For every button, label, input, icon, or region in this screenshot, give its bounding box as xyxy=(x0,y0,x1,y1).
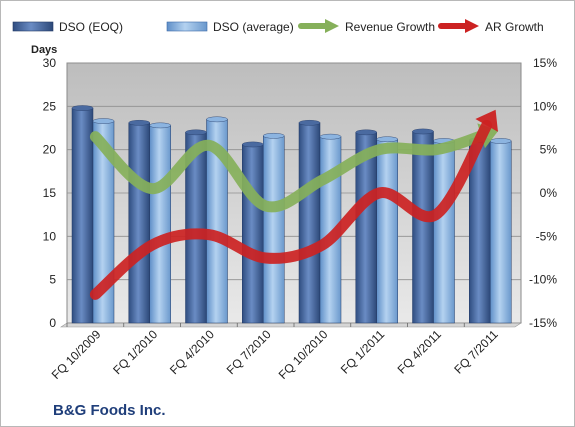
bar-top xyxy=(185,129,207,136)
plot-area: 0 5 10 15 20 25 30 -15% -10% -5% 0% 5% 10% 15% FQ 10/2… xyxy=(43,56,558,382)
bar-top xyxy=(319,133,342,140)
bar xyxy=(71,107,94,324)
plot-floor xyxy=(60,322,522,328)
y2-tick-label: 10% xyxy=(533,99,557,113)
x-tick-label: FQ 10/2010 xyxy=(276,327,331,382)
y2-tick-label: 15% xyxy=(533,56,557,70)
series-arrowhead xyxy=(475,109,498,132)
bar xyxy=(490,140,512,324)
bar-top xyxy=(490,138,512,144)
y-tick-label: 25 xyxy=(43,99,57,113)
legend-swatch xyxy=(12,21,54,32)
bar-top xyxy=(71,105,94,111)
bar xyxy=(412,131,434,324)
y2-tick-label: 5% xyxy=(540,143,558,157)
legend-label: Revenue Growth xyxy=(345,20,435,34)
y-tick-label: 0 xyxy=(49,316,56,330)
bar xyxy=(128,122,150,324)
y-tick-label: 30 xyxy=(43,56,57,70)
bar-top xyxy=(412,128,434,135)
company-name: B&G Foods Inc. xyxy=(53,402,166,419)
bar-top xyxy=(242,141,264,148)
x-tick-label: FQ 1/2010 xyxy=(110,327,160,377)
y2-tick-label: -10% xyxy=(529,273,557,287)
legend-label: AR Growth xyxy=(485,20,544,34)
bar-top xyxy=(263,132,285,139)
bar xyxy=(376,139,398,324)
bar xyxy=(263,135,285,324)
y-axis-title: Days xyxy=(31,44,57,56)
legend-label: DSO (average) xyxy=(213,20,294,34)
x-tick-label: FQ 7/2010 xyxy=(224,327,274,377)
y-tick-label: 10 xyxy=(43,229,57,243)
y-tick-label: 20 xyxy=(43,143,57,157)
y-tick-label: 5 xyxy=(49,273,56,287)
bar-top xyxy=(298,120,321,126)
legend-item: DSO (average) xyxy=(166,20,294,34)
bar-top xyxy=(128,120,150,126)
legend-swatch xyxy=(166,21,208,32)
y2-tick-label: -15% xyxy=(529,316,557,330)
y2-tick-label: -5% xyxy=(536,229,558,243)
bar-top xyxy=(149,122,171,129)
chart-legend: DSO (EOQ) DSO (average) Revenue Growth AR G… xyxy=(12,19,544,34)
bar-top xyxy=(92,118,115,124)
legend-arrowhead xyxy=(325,19,339,33)
x-tick-label: FQ 4/2011 xyxy=(395,327,445,377)
legend-item: AR Growth xyxy=(438,19,544,34)
bar xyxy=(433,140,455,324)
legend-arrowhead xyxy=(465,19,479,33)
legend-item: DSO (EOQ) xyxy=(12,20,123,34)
x-tick-label: FQ 10/2009 xyxy=(49,327,104,382)
bar-top xyxy=(206,116,228,123)
bar xyxy=(149,125,171,324)
bar xyxy=(242,144,264,324)
x-tick-label: FQ 4/2010 xyxy=(167,327,217,377)
legend-label: DSO (EOQ) xyxy=(59,20,123,34)
x-tick-label: FQ 7/2011 xyxy=(451,327,501,377)
y-tick-label: 15 xyxy=(43,186,57,200)
bar-top xyxy=(376,136,398,143)
bar xyxy=(298,122,321,324)
legend-item: Revenue Growth xyxy=(298,19,435,34)
y2-tick-label: 0% xyxy=(540,186,558,200)
series-ar-growth xyxy=(89,109,498,300)
x-tick-label: FQ 1/2011 xyxy=(338,327,388,377)
bar-top xyxy=(355,129,377,136)
